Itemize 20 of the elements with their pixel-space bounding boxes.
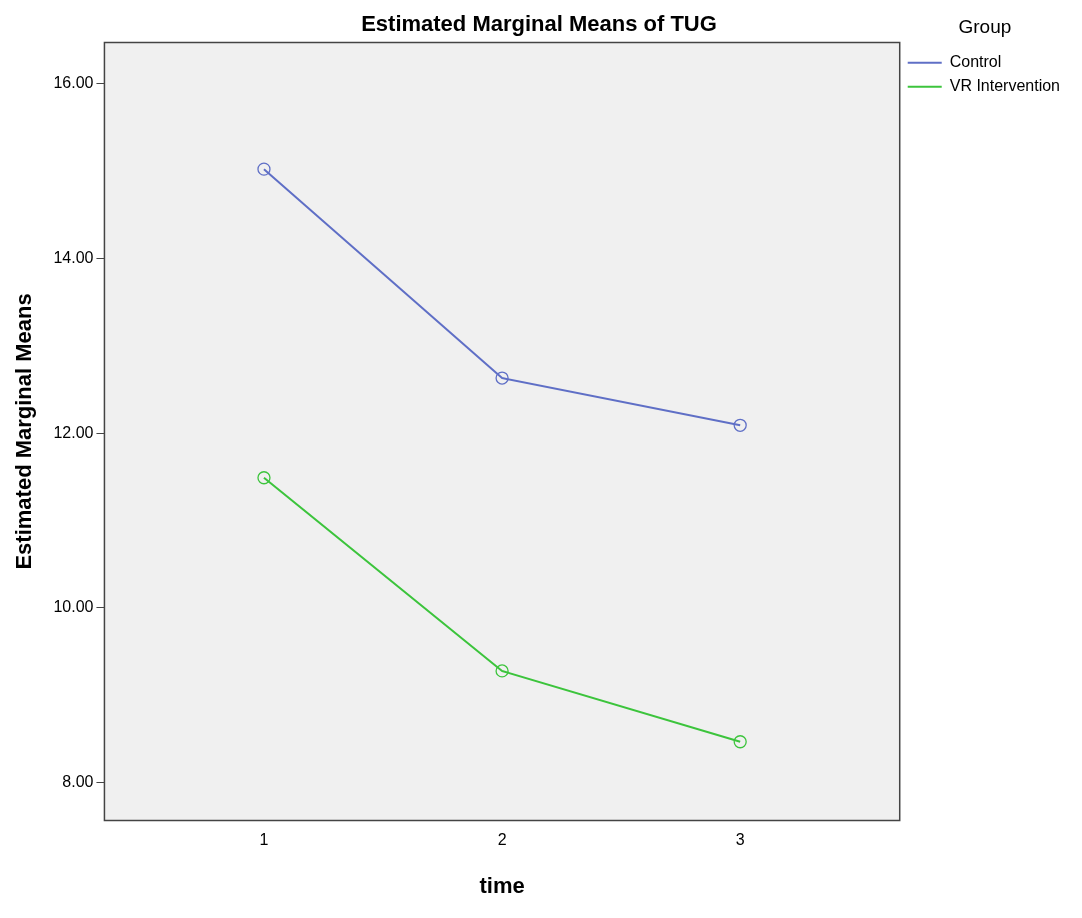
y-axis-title: Estimated Marginal Means — [11, 293, 37, 570]
point — [495, 371, 509, 385]
legend-title: Group — [958, 15, 1012, 37]
point — [733, 735, 747, 749]
y-tick-label: 16.00 — [53, 73, 94, 91]
legend-label: VR Intervention — [949, 77, 1060, 95]
legend-label: Control — [949, 53, 1002, 71]
y-tick-label: 14.00 — [53, 248, 94, 266]
x-axis-title: time — [479, 872, 525, 898]
x-tick-label: 3 — [735, 831, 745, 849]
y-tick-label: 12.00 — [53, 423, 94, 441]
point — [257, 471, 271, 485]
point — [257, 162, 271, 176]
point — [733, 418, 747, 432]
y-tick-label: 10.00 — [53, 598, 94, 616]
x-tick-label: 2 — [497, 831, 507, 849]
point — [495, 664, 509, 678]
chart-title: Estimated Marginal Means of TUG — [361, 11, 717, 37]
y-tick-label: 8.00 — [62, 773, 94, 791]
x-tick-label: 1 — [259, 831, 269, 849]
